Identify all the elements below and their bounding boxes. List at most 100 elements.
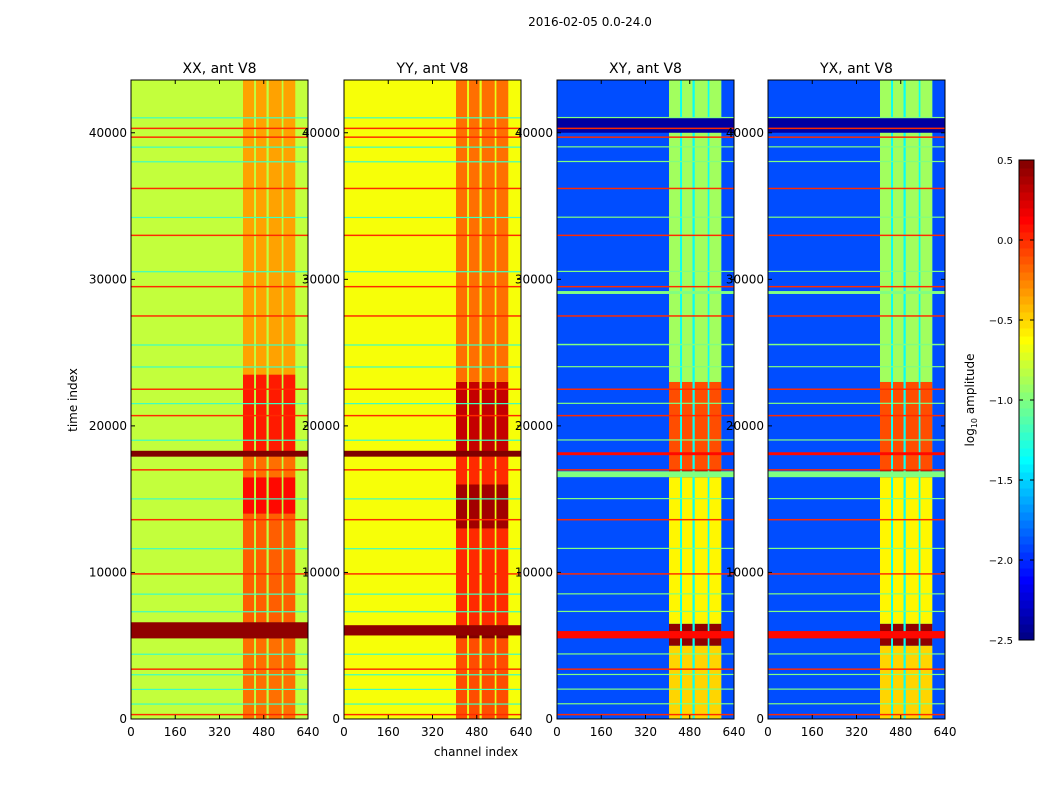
heatmap-band-cell <box>893 477 904 624</box>
heatmap-time-line <box>557 366 734 368</box>
colorbar-label-suffix: amplitude <box>963 354 977 418</box>
y-tick-label: 10000 <box>515 565 553 579</box>
heatmap-time-line <box>344 234 521 237</box>
heatmap-time-line <box>768 234 945 237</box>
colorbar-segment <box>1019 288 1034 297</box>
heatmap-time-line <box>344 548 521 550</box>
colorbar-label-log: log <box>963 428 977 446</box>
heatmap-time-line <box>344 674 521 676</box>
heatmap-time-line <box>131 403 308 405</box>
colorbar-segment <box>1019 576 1034 585</box>
heatmap-time-line <box>131 366 308 368</box>
heatmap-band-cell <box>469 638 480 719</box>
heatmap-time-line <box>768 136 945 138</box>
colorbar-tick-label: −1.0 <box>989 396 1013 407</box>
colorbar-segment <box>1019 488 1034 497</box>
heatmap-band-cell <box>694 381 708 470</box>
panel-title: YY, ant V8 <box>396 61 469 77</box>
y-tick-label: 20000 <box>89 419 127 433</box>
heatmap-time-line <box>344 117 521 119</box>
heatmap-time-line <box>768 366 945 368</box>
heatmap-band-cell <box>283 80 296 375</box>
heatmap-band-cell <box>905 477 919 624</box>
colorbar-segment <box>1019 232 1034 241</box>
panel-title: XY, ant V8 <box>609 61 682 77</box>
colorbar-segment <box>1019 568 1034 577</box>
heatmap-band-cell <box>469 80 480 382</box>
heatmap-band-cell <box>481 484 495 529</box>
heatmap-time-line <box>557 439 734 441</box>
heatmap-time-line <box>768 127 945 130</box>
colorbar-segment <box>1019 632 1034 641</box>
heatmap-band-cell <box>669 645 681 719</box>
y-tick-label: 20000 <box>515 419 553 433</box>
heatmap-time-line <box>344 285 521 288</box>
heatmap-time-line <box>344 713 521 716</box>
heatmap-time-line <box>768 593 945 595</box>
heatmap-band-cell <box>893 381 904 470</box>
heatmap-time-line <box>768 610 945 613</box>
heatmap-time-line <box>131 622 308 639</box>
heatmap-time-line <box>557 497 734 500</box>
colorbar-segment <box>1019 584 1034 593</box>
heatmap-time-line <box>344 271 521 273</box>
colorbar-segment <box>1019 176 1034 185</box>
heatmap-time-line <box>768 439 945 441</box>
heatmap-band-cell <box>880 80 892 382</box>
heatmap-band-cell <box>709 645 722 719</box>
colorbar-segment <box>1019 560 1034 569</box>
heatmap-band-cell <box>905 381 919 470</box>
colorbar-segment <box>1019 200 1034 209</box>
x-tick-label: 0 <box>340 725 348 739</box>
x-tick-label: 480 <box>889 725 912 739</box>
colorbar-segment <box>1019 304 1034 313</box>
heatmap-time-line <box>557 216 734 218</box>
heatmap-band-cell <box>456 528 468 626</box>
colorbar-segment <box>1019 216 1034 225</box>
heatmap-band-cell <box>243 477 255 514</box>
colorbar-segment <box>1019 608 1034 617</box>
heatmap-band-cell <box>496 484 509 529</box>
y-tick-label: 0 <box>545 712 553 726</box>
heatmap-time-line <box>557 291 734 294</box>
heatmap-time-line <box>344 403 521 405</box>
x-tick-label: 480 <box>465 725 488 739</box>
heatmap-band-cell <box>920 477 933 624</box>
heatmap-time-line <box>768 187 945 190</box>
heatmap-time-line <box>768 471 945 478</box>
colorbar-segment <box>1019 520 1034 529</box>
heatmap-time-line <box>557 118 734 133</box>
y-axis-label: time index <box>66 368 80 432</box>
figure-title: 2016-02-05 0.0-24.0 <box>528 15 652 29</box>
heatmap-band-cell <box>669 477 681 624</box>
heatmap-band-cell <box>469 381 480 456</box>
heatmap-time-line <box>768 688 945 690</box>
heatmap-time-line <box>131 439 308 441</box>
colorbar-label: log10 amplitude <box>963 354 979 447</box>
x-tick-label: 0 <box>553 725 561 739</box>
y-tick-label: 20000 <box>726 419 764 433</box>
heatmap-time-line <box>344 344 521 346</box>
y-tick-label: 0 <box>756 712 764 726</box>
heatmap-time-line <box>768 573 945 575</box>
heatmap-time-line <box>768 547 945 550</box>
colorbar-segment <box>1019 160 1034 169</box>
colorbar-segment <box>1019 312 1034 321</box>
heatmap-time-line <box>131 161 308 163</box>
colorbar-segment <box>1019 456 1034 465</box>
heatmap-time-line <box>557 469 734 471</box>
heatmap-band-cell <box>481 638 495 719</box>
colorbar-tick-label: −0.5 <box>989 316 1013 327</box>
x-tick-label: 640 <box>510 725 533 739</box>
heatmap-time-line <box>344 625 521 636</box>
heatmap-time-line <box>768 668 945 670</box>
heatmap-time-line <box>131 653 308 655</box>
heatmap-time-line <box>768 703 945 705</box>
heatmap-band-cell <box>268 513 282 623</box>
heatmap-band-cell <box>469 528 480 626</box>
colorbar-label-sub: 10 <box>970 418 979 428</box>
heatmap-time-line <box>344 439 521 441</box>
colorbar-segment <box>1019 408 1034 417</box>
heatmap-time-line <box>768 673 945 676</box>
heatmap-time-line <box>768 343 945 346</box>
